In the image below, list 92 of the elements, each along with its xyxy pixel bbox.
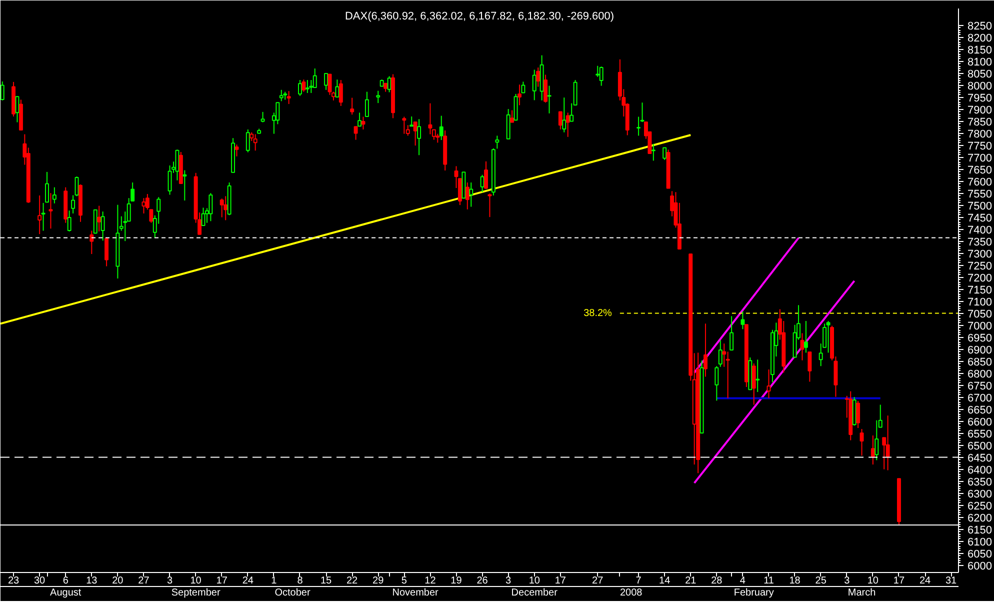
x-tick-label: 23 <box>8 576 20 586</box>
x-tick-label: 27 <box>592 576 604 586</box>
y-tick-label: 6500 <box>968 440 992 452</box>
y-tick-label: 7600 <box>968 176 992 188</box>
y-tick-label: 7500 <box>968 200 992 212</box>
y-tick-label: 6250 <box>968 500 992 512</box>
x-tick-label: 20 <box>112 576 124 586</box>
y-tick-label: 6450 <box>968 452 992 464</box>
y-tick-label: 6950 <box>968 332 992 344</box>
y-tick-label: 6750 <box>968 380 992 392</box>
y-tick-label: 6350 <box>968 476 992 488</box>
y-tick-label: 6700 <box>968 392 992 404</box>
x-tick-label: 12 <box>424 576 436 586</box>
x2-tick-label: December <box>511 588 558 598</box>
y-tick-label: 7900 <box>968 104 992 116</box>
y-tick-label: 7300 <box>968 248 992 260</box>
y-tick-label: 7800 <box>968 128 992 140</box>
x-tick-label: 30 <box>34 576 46 586</box>
y-tick-label: 7350 <box>968 236 992 248</box>
y-tick-label: 7700 <box>968 152 992 164</box>
x-tick-label: 24 <box>242 576 254 586</box>
y-tick-label: 7850 <box>968 116 992 128</box>
x-tick-label: 4 <box>740 576 746 586</box>
x2-tick-label: February <box>734 588 774 598</box>
y-tick-label: 7650 <box>968 164 992 176</box>
y-tick-label: 6800 <box>968 368 992 380</box>
x-tick-label: 14 <box>659 576 671 586</box>
x-tick-label: 7 <box>636 576 642 586</box>
x-tick-label: 15 <box>320 576 332 586</box>
x-tick-label: 10 <box>528 576 540 586</box>
x-tick-label: 17 <box>216 576 228 586</box>
x-tick-label: 28 <box>711 576 723 586</box>
x-tick-label: 13 <box>86 576 98 586</box>
y-tick-label: 6300 <box>968 488 992 500</box>
y-tick-label: 7750 <box>968 140 992 152</box>
x-tick-label: 10 <box>190 576 202 586</box>
x-tick-label: 5 <box>401 576 408 586</box>
x-tick-label: 3 <box>506 576 512 586</box>
x-tick-label: 8 <box>297 576 304 586</box>
y-tick-label: 6100 <box>968 536 992 548</box>
x-tick-label: 18 <box>789 576 801 586</box>
y-tick-label: 6850 <box>968 356 992 368</box>
x-tick-label: 17 <box>893 576 905 586</box>
x2-tick-label: November <box>392 588 440 598</box>
x-tick-label: 26 <box>476 576 488 586</box>
x-tick-label: 11 <box>764 576 774 586</box>
x-tick-label: 17 <box>554 576 566 586</box>
chart-title: DAX(6,360.92, 6,362.02, 6,167.82, 6,182.30, -269.600) <box>344 10 614 22</box>
y-tick-label: 6400 <box>968 464 992 476</box>
series-label: 38.2% <box>584 308 612 319</box>
x-tick-label: 31 <box>946 576 958 586</box>
y-tick-label: 6650 <box>968 404 992 416</box>
x-tick-label: 21 <box>685 576 697 586</box>
y-tick-label: 8100 <box>968 56 992 68</box>
y-tick-label: 7050 <box>968 308 992 320</box>
y-tick-label: 8050 <box>968 68 992 80</box>
x-tick-label: 3 <box>166 576 173 586</box>
y-tick-label: 6150 <box>968 524 992 536</box>
y-tick-label: 6550 <box>968 428 992 440</box>
x-tick-label: 22 <box>346 576 358 586</box>
y-tick-label: 6600 <box>968 416 992 428</box>
y-tick-label: 6050 <box>968 548 992 560</box>
x2-tick-label: 2008 <box>620 588 643 598</box>
x2-tick-label: March <box>848 588 876 598</box>
y-tick-label: 7950 <box>968 92 992 104</box>
y-tick-label: 8200 <box>968 32 992 44</box>
y-tick-label: 7200 <box>968 272 992 284</box>
x2-tick-label: September <box>171 588 221 598</box>
x-tick-label: 25 <box>815 576 827 586</box>
x2-tick-label: August <box>50 588 82 598</box>
y-tick-label: 6200 <box>968 512 992 524</box>
x-tick-label: 1 <box>271 576 278 586</box>
y-tick-label: 7400 <box>968 224 992 236</box>
y-tick-label: 7450 <box>968 212 992 224</box>
y-tick-label: 6900 <box>968 344 992 356</box>
y-tick-label: 6000 <box>968 560 992 572</box>
x-tick-label: 19 <box>450 576 462 586</box>
y-tick-label: 7550 <box>968 188 992 200</box>
y-tick-label: 7250 <box>968 260 992 272</box>
y-tick-label: 8000 <box>968 80 992 92</box>
y-tick-label: 7000 <box>968 320 992 332</box>
x-tick-label: 10 <box>867 576 879 586</box>
x-tick-label: 6 <box>62 576 69 586</box>
x-tick-label: 24 <box>919 576 932 586</box>
y-tick-label: 7100 <box>968 296 992 308</box>
x-tick-label: 29 <box>372 576 384 586</box>
y-tick-label: 8250 <box>968 20 992 32</box>
x2-tick-label: October <box>274 588 312 598</box>
y-tick-label: 8150 <box>968 44 992 56</box>
x-tick-label: 3 <box>844 576 850 586</box>
x-tick-label: 27 <box>138 576 150 586</box>
y-tick-label: 7150 <box>968 284 992 296</box>
